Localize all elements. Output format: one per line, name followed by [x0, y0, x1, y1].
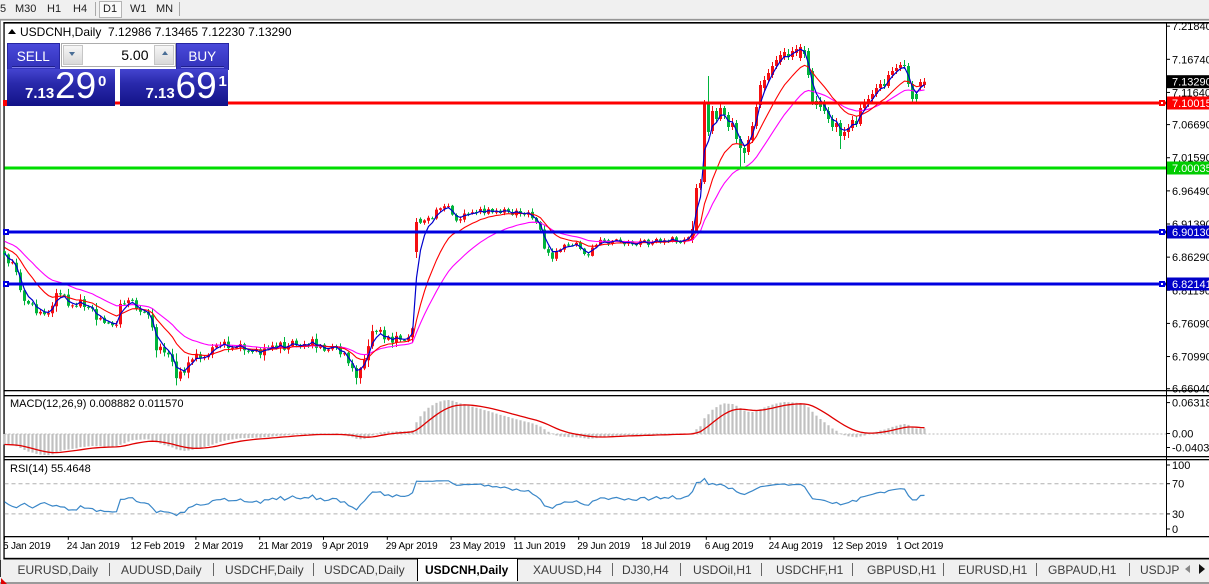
svg-text:29 Jun 2019: 29 Jun 2019 [577, 541, 630, 552]
svg-text:6.90130: 6.90130 [1172, 227, 1209, 239]
svg-text:0.063184: 0.063184 [1172, 398, 1209, 410]
svg-text:7.10015: 7.10015 [1172, 98, 1209, 110]
svg-text:12 Sep 2019: 12 Sep 2019 [832, 541, 887, 552]
svg-text:6 Aug 2019: 6 Aug 2019 [705, 541, 754, 552]
svg-text:7.13290: 7.13290 [1172, 77, 1209, 89]
svg-text:USDCNH,Daily 7.12986 7.13465: USDCNH,Daily 7.12986 7.13465 7.12230 7.1… [20, 25, 292, 39]
svg-text:5 Jan 2019: 5 Jan 2019 [3, 541, 51, 552]
svg-text:1 Oct 2019: 1 Oct 2019 [896, 541, 944, 552]
svg-text:6.76090: 6.76090 [1172, 318, 1209, 330]
svg-text:11 Jun 2019: 11 Jun 2019 [513, 541, 566, 552]
svg-text:24 Aug 2019: 24 Aug 2019 [769, 541, 824, 552]
svg-text:21 Mar 2019: 21 Mar 2019 [258, 541, 313, 552]
svg-text:RSI(14) 55.4648: RSI(14) 55.4648 [10, 463, 91, 475]
svg-text:0: 0 [1172, 524, 1178, 536]
svg-text:7.11640: 7.11640 [1172, 87, 1209, 99]
svg-text:12 Feb 2019: 12 Feb 2019 [131, 541, 186, 552]
svg-text:100: 100 [1172, 460, 1190, 472]
svg-text:18 Jul 2019: 18 Jul 2019 [641, 541, 691, 552]
svg-text:-0.040355: -0.040355 [1172, 443, 1209, 455]
svg-text:7.00035: 7.00035 [1172, 163, 1209, 175]
svg-text:2 Mar 2019: 2 Mar 2019 [194, 541, 243, 552]
svg-text:30: 30 [1172, 509, 1184, 521]
svg-text:24 Jan 2019: 24 Jan 2019 [67, 541, 120, 552]
svg-text:7.21840: 7.21840 [1172, 21, 1209, 33]
svg-text:70: 70 [1172, 479, 1184, 491]
svg-text:6.82141: 6.82141 [1172, 279, 1209, 291]
svg-text:0.00: 0.00 [1172, 429, 1193, 441]
svg-text:7.16740: 7.16740 [1172, 54, 1209, 66]
svg-text:6.66040: 6.66040 [1172, 384, 1209, 396]
svg-text:MACD(12,26,9) 0.008882 0.01157: MACD(12,26,9) 0.008882 0.011570 [10, 398, 183, 410]
svg-text:9 Apr 2019: 9 Apr 2019 [322, 541, 369, 552]
svg-text:6.70990: 6.70990 [1172, 352, 1209, 364]
svg-text:23 May 2019: 23 May 2019 [450, 541, 506, 552]
svg-text:6.96490: 6.96490 [1172, 186, 1209, 198]
svg-text:7.06690: 7.06690 [1172, 120, 1209, 132]
svg-text:6.86290: 6.86290 [1172, 252, 1209, 264]
svg-text:29 Apr 2019: 29 Apr 2019 [386, 541, 438, 552]
